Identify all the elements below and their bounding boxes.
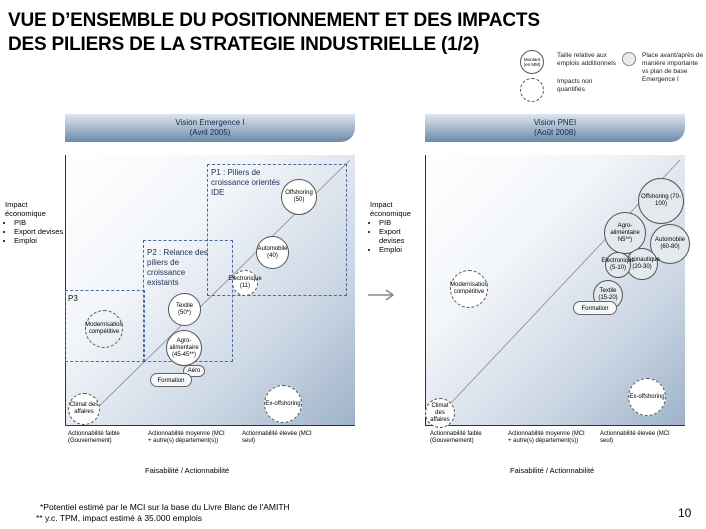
legend-dashed-circle — [520, 78, 544, 102]
left-impact-title: Impact économique — [5, 200, 46, 218]
right-impact-title: Impact économique — [370, 200, 411, 218]
p1-dashed-box — [207, 164, 347, 296]
p2-label: P2 : Relance des piliers de croissance e… — [147, 248, 208, 287]
left-x-axis-title: Faisabilité / Actionnabilité — [145, 466, 230, 475]
right-banner-line2: (Août 2008) — [534, 128, 576, 137]
footnote-2: ** y.c. TPM, impact estimé à 35.000 empl… — [36, 513, 202, 523]
right-x-axis-title: Faisabilité / Actionnabilité — [510, 466, 595, 475]
left-automobile-circle: Automobile (40) — [256, 236, 289, 269]
right-agro-circle: Agro-alimentaire N5**) — [604, 212, 646, 254]
right-aero-circle: Aéronautique (20-30) — [624, 248, 660, 280]
right-impact-item: Emploi — [379, 245, 425, 254]
right-x-low: Actionnabilité faible (Gouvernement) — [430, 431, 482, 444]
footnote-1: *Potentiel estimé par le MCI sur la base… — [40, 502, 290, 512]
left-impact-item: Emploi — [14, 236, 65, 245]
right-modernisation-circle: Modernisation compétitive — [450, 270, 488, 308]
right-x-high: Actionnabilité élevée (MCI seul) — [600, 431, 670, 444]
p3-label: P3 — [68, 294, 78, 303]
left-x-mid: Actionnabilité moyenne (MCI + autre(s) d… — [148, 431, 225, 444]
right-offshoring-circle: Offshoring (70-100) — [638, 178, 684, 224]
p3-dashed-box — [65, 290, 145, 362]
legend-place-sample — [622, 52, 636, 66]
left-agro-circle: Agro-alimentaire (45-45**) — [166, 330, 202, 366]
p1-label: P1 : Piliers de croissance orientés IDE — [211, 168, 280, 197]
page-title: VUE D’ENSEMBLE DU POSITIONNEMENT ET DES … — [8, 9, 540, 57]
left-impact-item: PIB — [14, 218, 65, 227]
right-x-mid: Actionnabilité moyenne (MCI + autre(s) d… — [508, 431, 585, 444]
transition-arrow — [368, 289, 395, 301]
right-y-axis — [425, 155, 426, 425]
left-x-axis — [65, 425, 355, 426]
legend-circle-label: Montant (en MM) — [523, 57, 541, 67]
left-ex-offshoring-circle: Ex-offshoring — [264, 385, 302, 423]
left-offshoring-circle: Offshoring (50) — [281, 179, 317, 215]
right-impact-item: Export devises — [379, 227, 425, 245]
legend-taille-text: Taille relative aux emplois additionnels — [557, 52, 616, 67]
left-x-low: Actionnabilité faible (Gouvernement) — [68, 431, 120, 444]
left-banner: Vision Emergence I (Avril 2005) — [65, 114, 355, 142]
left-banner-line1: Vision Emergence I — [175, 118, 245, 127]
left-impact-label: Impact économique PIB Export devises Emp… — [5, 200, 65, 245]
right-impact-item: PIB — [379, 218, 425, 227]
left-banner-line2: (Avril 2005) — [189, 128, 231, 137]
title-line-1: VUE D’ENSEMBLE DU POSITIONNEMENT ET DES … — [8, 10, 540, 31]
right-banner: Vision PNEI (Août 2008) — [425, 114, 685, 142]
right-climat-circle: Climat des affaires — [425, 398, 455, 428]
legend-circle-sample — [520, 50, 544, 74]
right-x-axis — [425, 425, 685, 426]
left-textile-circle: Textile (50*) — [168, 293, 201, 326]
left-modernisation-circle: Modernisation compétitive — [85, 310, 123, 348]
page-number: 10 — [678, 506, 692, 520]
left-climat-circle: Climat des affaires — [68, 393, 100, 425]
right-electronique-circle: Electronique (5-10) — [601, 252, 635, 278]
title-line-2: DES PILIERS DE LA STRATEGIE INDUSTRIELLE… — [8, 34, 480, 55]
legend-impacts-text: Impacts non quantifiés — [557, 78, 593, 93]
right-banner-line1: Vision PNEI — [533, 118, 577, 127]
left-formation-pill: Formation — [150, 373, 192, 387]
left-electronique-circle: Electronique (11) — [228, 270, 262, 296]
left-x-high: Actionnabilité élevée (MCI seul) — [242, 431, 312, 444]
left-impact-item: Export devises — [14, 227, 65, 236]
legend-place-text: Place avant/après de manière importante … — [642, 52, 704, 83]
right-formation-pill: Formation — [573, 301, 617, 315]
right-ex-offshoring-circle: Ex-offshoring — [628, 378, 666, 416]
right-impact-label: Impact économique PIB Export devises Emp… — [370, 200, 425, 254]
